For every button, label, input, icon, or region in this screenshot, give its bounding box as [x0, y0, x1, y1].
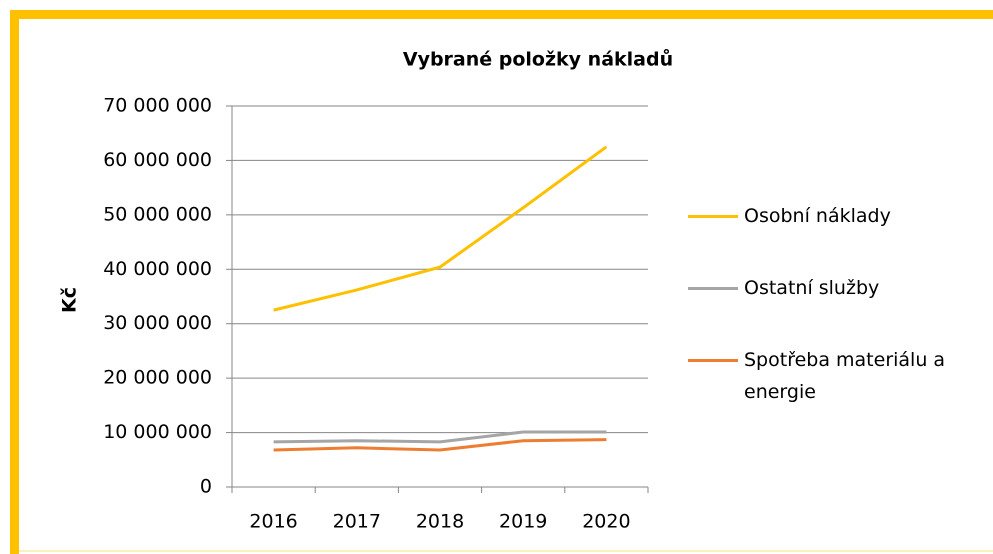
y-axis-label: Kč [59, 287, 81, 313]
x-tick-label: 2020 [582, 511, 630, 533]
series-line [273, 438, 607, 452]
series-line [273, 430, 607, 444]
y-tick-label: 40 000 000 [103, 258, 212, 280]
legend-label: Ostatní služby [744, 277, 880, 299]
y-tick-label: 20 000 000 [103, 367, 212, 389]
chart-title: Vybrané položky nákladů [403, 48, 673, 71]
x-tick-label: 2018 [416, 511, 464, 533]
x-tick-label: 2019 [499, 511, 547, 533]
legend-label: Osobní náklady [744, 205, 891, 227]
y-tick-label: 70 000 000 [103, 95, 212, 117]
series-line [273, 145, 608, 312]
legend-item: Spotřeba materiálu a energie [688, 344, 978, 408]
frame-left [10, 10, 19, 554]
y-tick-label: 0 [200, 476, 212, 498]
legend-swatch [688, 359, 738, 362]
y-tick-label: 30 000 000 [103, 312, 212, 334]
frame-top [10, 10, 993, 19]
y-tick-label: 50 000 000 [103, 203, 212, 225]
legend-item: Osobní náklady [688, 200, 978, 232]
legend-swatch [688, 215, 738, 218]
legend-item: Ostatní služby [688, 272, 978, 304]
legend: Osobní náklady Ostatní služby Spotřeba mat… [688, 200, 978, 448]
x-tick-label: 2016 [249, 511, 297, 533]
legend-swatch [688, 287, 738, 290]
x-tick-label: 2017 [333, 511, 381, 533]
legend-label: Spotřeba materiálu a energie [744, 349, 946, 403]
y-tick-label: 60 000 000 [103, 149, 212, 171]
y-tick-label: 10 000 000 [103, 421, 212, 443]
